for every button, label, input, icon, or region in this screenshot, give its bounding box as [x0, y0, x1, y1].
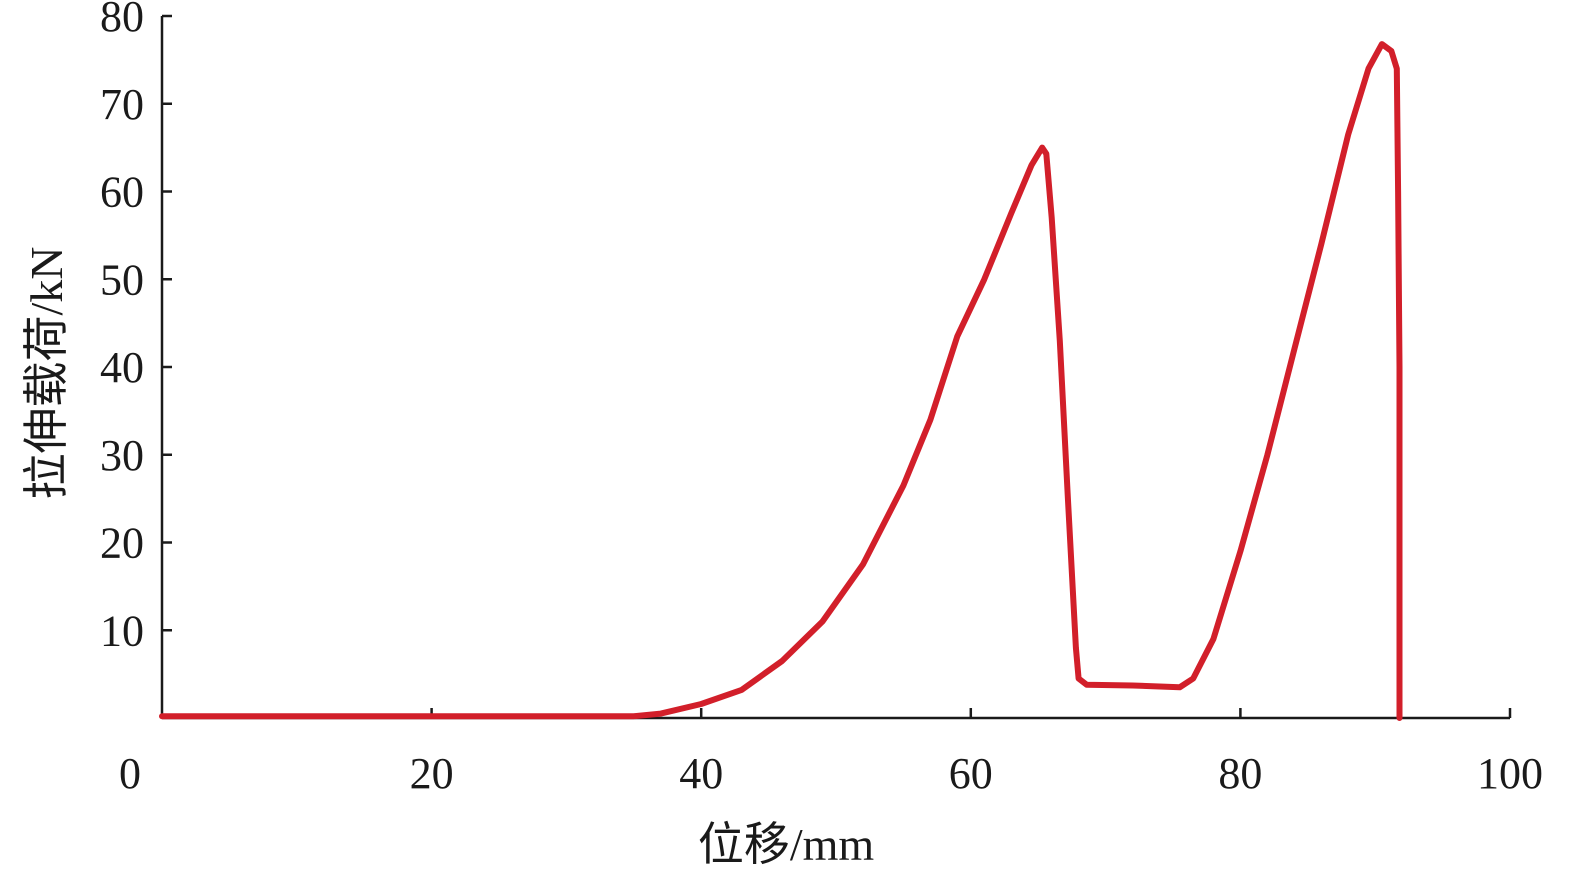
y-tick-label: 40: [100, 343, 144, 392]
series-line: [159, 41, 1403, 721]
y-tick-label: 60: [100, 168, 144, 217]
y-tick-label: 30: [100, 431, 144, 480]
ticks: 0 20 40 60 80 100 10 20 30 40 50 60 70 80: [100, 0, 1543, 798]
x-tick-label: 0: [119, 749, 141, 798]
x-tick-label: 20: [410, 749, 454, 798]
y-axis-label: 拉伸载荷/kN: [21, 247, 72, 500]
x-axis-label: 位移/mm: [698, 819, 875, 870]
axes: [160, 16, 1510, 720]
x-tick-label: 80: [1218, 749, 1262, 798]
x-tick-label: 100: [1477, 749, 1543, 798]
plot-area: [159, 41, 1403, 721]
y-tick-label: 10: [100, 606, 144, 655]
y-tick-label: 80: [100, 0, 144, 41]
y-tick-label: 70: [100, 80, 144, 129]
y-tick-label: 50: [100, 255, 144, 304]
x-tick-label: 60: [949, 749, 993, 798]
y-tick-label: 20: [100, 519, 144, 568]
x-tick-label: 40: [679, 749, 723, 798]
